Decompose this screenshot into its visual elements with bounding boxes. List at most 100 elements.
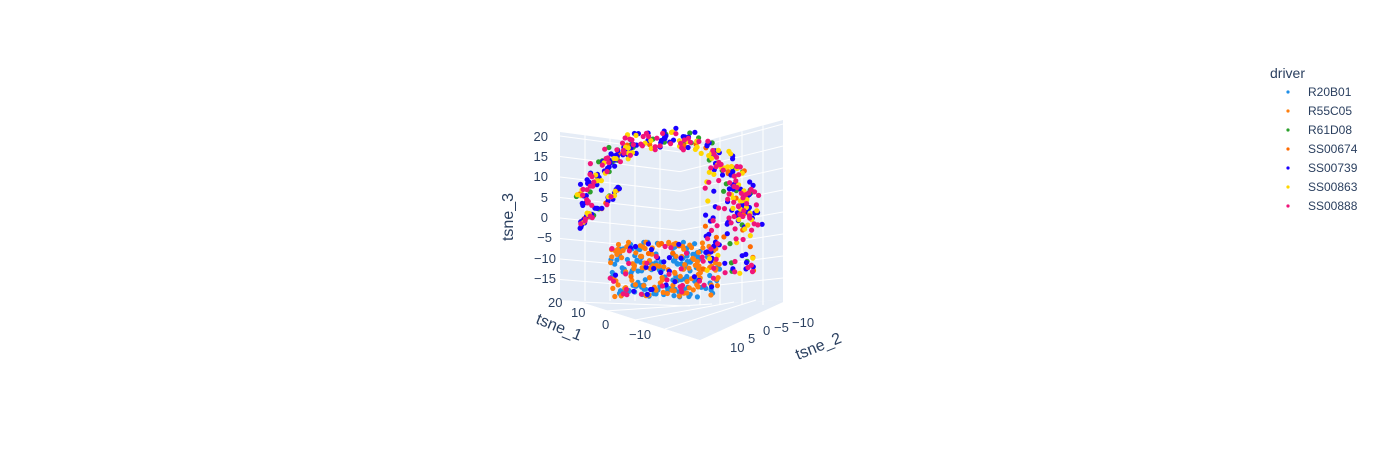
- data-point: [651, 265, 657, 272]
- data-point: [666, 255, 673, 261]
- y-axis-title: tsne_2: [793, 330, 844, 364]
- data-point: [705, 138, 711, 144]
- data-point: [580, 202, 586, 208]
- data-point: [709, 284, 715, 290]
- data-point: [660, 130, 666, 136]
- data-point: [747, 244, 753, 250]
- legend-item[interactable]: SS00674: [1286, 142, 1358, 156]
- data-point: [703, 249, 709, 255]
- data-point: [696, 138, 702, 145]
- data-point: [677, 273, 683, 279]
- data-point: [742, 226, 748, 232]
- data-point: [653, 287, 659, 293]
- legend-marker: [1286, 147, 1290, 151]
- data-point: [715, 275, 721, 281]
- data-point: [648, 145, 654, 152]
- data-point: [604, 168, 610, 175]
- data-point: [612, 188, 618, 194]
- x-tick-label: 0: [602, 317, 609, 332]
- data-point: [696, 278, 703, 284]
- data-point: [612, 293, 618, 300]
- data-point: [676, 241, 682, 247]
- data-point: [687, 139, 694, 145]
- data-point: [577, 181, 584, 187]
- data-point: [715, 147, 722, 153]
- data-point: [711, 171, 717, 177]
- data-point: [623, 286, 630, 293]
- data-point: [638, 141, 644, 147]
- data-point: [750, 255, 756, 261]
- data-point: [730, 205, 736, 211]
- data-point: [708, 246, 714, 252]
- legend-marker: [1286, 185, 1290, 189]
- data-point: [717, 162, 723, 168]
- data-point: [664, 277, 670, 283]
- data-point: [659, 283, 666, 289]
- data-point: [586, 179, 592, 185]
- data-point: [661, 259, 667, 265]
- data-point: [656, 263, 662, 269]
- data-point: [747, 215, 753, 221]
- data-point: [660, 289, 666, 295]
- data-point: [728, 220, 734, 226]
- data-point: [759, 221, 765, 227]
- data-point: [726, 215, 732, 221]
- data-point: [713, 164, 719, 170]
- data-point: [695, 284, 701, 290]
- data-point: [706, 179, 712, 185]
- data-point: [701, 282, 707, 288]
- grid-line: [634, 301, 735, 321]
- data-point: [587, 213, 593, 219]
- data-point: [609, 246, 615, 252]
- data-point: [724, 231, 730, 237]
- legend-item[interactable]: SS00888: [1286, 199, 1358, 213]
- data-point: [610, 285, 616, 291]
- data-point: [738, 190, 744, 196]
- legend-item[interactable]: R55C05: [1286, 104, 1352, 118]
- data-point: [672, 279, 678, 285]
- data-point: [668, 141, 674, 147]
- data-point: [658, 269, 664, 276]
- data-point: [679, 289, 685, 295]
- y-tick-label: −10: [792, 315, 814, 330]
- data-point: [732, 269, 738, 275]
- legend-item[interactable]: R61D08: [1286, 123, 1352, 137]
- data-point: [608, 260, 614, 266]
- data-point: [584, 187, 590, 193]
- legend-item[interactable]: SS00739: [1286, 161, 1358, 175]
- legend-item[interactable]: SS00863: [1286, 180, 1358, 194]
- data-point: [736, 217, 742, 223]
- data-point: [691, 251, 697, 257]
- data-point: [668, 129, 675, 135]
- legend-label: R20B01: [1308, 85, 1352, 99]
- data-point: [725, 196, 731, 202]
- data-point: [612, 261, 618, 267]
- legend-marker: [1286, 166, 1290, 170]
- data-point: [740, 213, 746, 220]
- data-point: [622, 135, 628, 141]
- data-point: [604, 202, 610, 208]
- data-point: [711, 188, 717, 194]
- data-point: [744, 201, 750, 207]
- data-point: [625, 239, 632, 245]
- z-tick-label: 15: [534, 149, 548, 164]
- data-point: [580, 186, 586, 192]
- scene: [559, 120, 784, 340]
- data-point: [658, 240, 665, 247]
- data-point: [673, 131, 679, 137]
- data-point: [705, 198, 711, 204]
- data-point: [684, 290, 690, 296]
- data-point: [691, 274, 698, 280]
- data-point: [644, 260, 650, 266]
- data-point: [661, 135, 668, 141]
- data-point: [721, 188, 727, 194]
- data-point: [631, 288, 637, 294]
- data-point: [630, 261, 636, 267]
- data-point: [625, 145, 631, 151]
- data-point: [722, 270, 728, 276]
- data-point: [678, 266, 684, 272]
- data-point: [743, 251, 749, 257]
- legend-label: SS00739: [1308, 161, 1358, 175]
- legend-item[interactable]: R20B01: [1286, 85, 1352, 99]
- z-tick-label: −5: [537, 230, 552, 245]
